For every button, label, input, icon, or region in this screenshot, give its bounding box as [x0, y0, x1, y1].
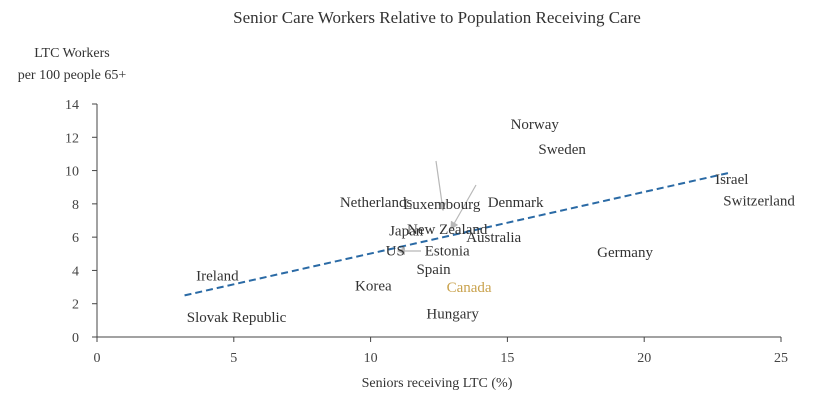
point-label-sweden: Sweden: [538, 142, 586, 158]
point-label-norway: Norway: [511, 117, 560, 133]
point-label-germany: Germany: [597, 245, 653, 261]
point-label-slovak-republic: Slovak Republic: [187, 310, 287, 326]
y-tick-label: 4: [72, 264, 79, 279]
x-tick-label: 20: [637, 351, 651, 366]
point-label-netherlands: Netherlands: [340, 195, 413, 211]
point-label-korea: Korea: [355, 278, 392, 294]
annotation-arrows: [396, 160, 477, 256]
arrow-luxembourg: [435, 160, 447, 212]
y-tick-label: 8: [72, 198, 79, 213]
point-label-ireland: Ireland: [196, 268, 239, 284]
point-label-estonia: Estonia: [425, 243, 470, 259]
point-label-spain: Spain: [416, 262, 451, 278]
axes: [92, 103, 782, 342]
point-label-denmark: Denmark: [488, 195, 544, 211]
y-tick-label: 2: [72, 298, 79, 313]
chart-title: Senior Care Workers Relative to Populati…: [233, 8, 641, 27]
point-label-hungary: Hungary: [426, 307, 479, 323]
y-tick-label: 6: [72, 231, 79, 246]
x-tick-label: 0: [94, 351, 101, 366]
y-tick-label: 10: [65, 165, 79, 180]
tick-labels: 0 5 10 15 20 25 0 2 4 6 8 10 12 14: [65, 98, 788, 366]
point-label-new-zealand: New Zealand: [407, 222, 488, 238]
x-tick-label: 5: [230, 351, 237, 366]
y-tick-label: 12: [65, 131, 79, 146]
x-tick-label: 10: [364, 351, 378, 366]
point-label-luxembourg: Luxembourg: [403, 197, 481, 213]
point-label-us: US: [386, 243, 405, 259]
y-axis-label-line1: LTC Workers: [34, 46, 109, 61]
point-label-switzerland: Switzerland: [723, 194, 795, 210]
arrow-new-zealand: [450, 184, 477, 231]
point-label-israel: Israel: [715, 172, 748, 188]
point-label-japan: Japan: [389, 223, 424, 239]
trendline-group: [184, 171, 732, 297]
country-labels: Norway Sweden Luxembourg New Zealand Israel S…: [187, 117, 796, 326]
y-tick-label: 0: [72, 331, 79, 346]
point-label-australia: Australia: [466, 230, 521, 246]
x-axis-label: Seniors receiving LTC (%): [362, 376, 513, 391]
trendline: [184, 171, 732, 297]
y-axis-label-line2: per 100 people 65+: [18, 68, 127, 83]
y-tick-label: 14: [65, 98, 79, 113]
x-tick-label: 25: [774, 351, 788, 366]
point-label-canada: Canada: [447, 280, 492, 296]
x-tick-label: 15: [500, 351, 514, 366]
